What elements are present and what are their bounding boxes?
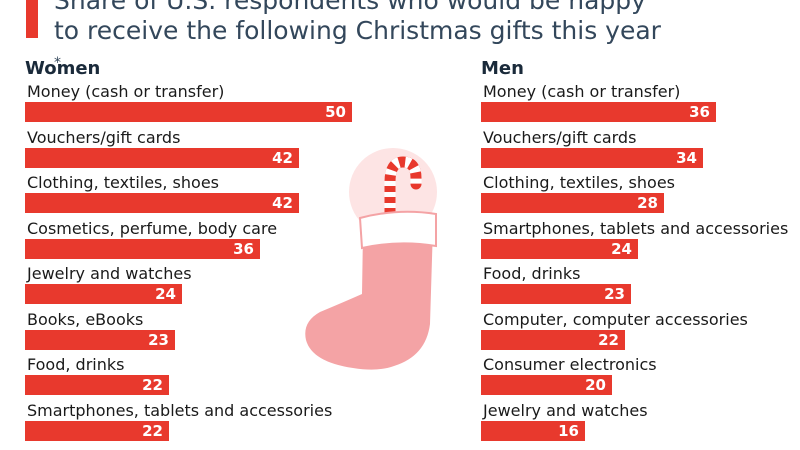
women-category-label: Cosmetics, perfume, body care: [27, 218, 278, 238]
women-bar-value-label: 50: [325, 103, 346, 121]
footnote-asterisk: *: [54, 55, 61, 71]
men-bar-value-label: 23: [604, 285, 625, 303]
women-category-label: Jewelry and watches: [27, 264, 192, 283]
men-bar: 34: [481, 147, 703, 168]
women-bar-item: Vouchers/gift cards 42: [25, 128, 365, 174]
men-bar: 20: [481, 375, 612, 395]
women-bar: 23: [25, 329, 175, 350]
men-bar: 36: [481, 102, 716, 122]
women-bar-list: Money (cash or transfer) 50 Vouchers/gift …: [25, 82, 365, 446]
men-bar-item: Jewelry and watches 16: [481, 401, 791, 447]
title-accent-bar: [26, 0, 38, 38]
candy-cane-icon: [384, 156, 422, 225]
men-category-label: Jewelry and watches: [483, 400, 648, 420]
men-bar-value-label: 16: [558, 421, 579, 440]
men-category-label: Smartphones, tablets and accessories: [483, 218, 789, 238]
women-bar: 24: [25, 284, 182, 304]
men-panel-title: Men: [481, 58, 524, 79]
men-category-label: Consumer electronics: [483, 355, 657, 374]
men-bar-item: Money (cash or transfer) 36: [481, 82, 791, 128]
chart-title-line-2: to receive the following Christmas gifts…: [54, 16, 794, 76]
women-bar-value-label: 23: [148, 330, 169, 349]
men-bar-item: Clothing, textiles, shoes 28: [481, 173, 791, 219]
women-bar-item: Smartphones, tablets and accessories 22: [25, 401, 365, 447]
men-bar: 22: [481, 329, 625, 350]
men-bar-list: Money (cash or transfer) 36 Vouchers/gift …: [481, 82, 791, 446]
women-bar-item: Jewelry and watches 24: [25, 264, 365, 310]
women-category-label: Smartphones, tablets and accessories: [27, 400, 333, 420]
men-bar-item: Computer, computer accessories 22: [481, 310, 791, 356]
stocking-illustration: [305, 148, 437, 370]
women-bar: 22: [25, 420, 169, 441]
women-bar: 36: [25, 238, 260, 259]
women-bar-value-label: 42: [272, 148, 293, 167]
chart-title-line-1: Share of U.S. respondents who would be h…: [54, 0, 646, 15]
men-bar: 24: [481, 238, 638, 259]
women-category-label: Books, eBooks: [27, 309, 144, 329]
women-category-label: Clothing, textiles, shoes: [27, 173, 219, 192]
women-bar-item: Cosmetics, perfume, body care 36: [25, 219, 365, 265]
stocking-icon: [305, 210, 437, 370]
women-category-label: Vouchers/gift cards: [27, 127, 181, 147]
women-bar-item: Clothing, textiles, shoes 42: [25, 173, 365, 219]
women-bar-value-label: 36: [233, 239, 254, 258]
men-bar-value-label: 22: [598, 330, 619, 349]
men-category-label: Computer, computer accessories: [483, 309, 748, 329]
women-bar: 42: [25, 147, 299, 168]
women-panel: Women Money (cash or transfer) 50 Vouchers…: [25, 58, 365, 446]
women-bar: 42: [25, 193, 299, 213]
men-bar-item: Consumer electronics 20: [481, 355, 791, 401]
women-bar-value-label: 22: [142, 421, 163, 440]
women-bar-item: Books, eBooks 23: [25, 310, 365, 356]
men-category-label: Food, drinks: [483, 264, 581, 283]
women-bar-value-label: 42: [272, 194, 293, 212]
men-bar-value-label: 28: [637, 194, 658, 212]
women-category-label: Money (cash or transfer): [27, 82, 225, 101]
men-category-label: Money (cash or transfer): [483, 82, 681, 101]
men-bar-value-label: 20: [585, 376, 606, 394]
women-bar-value-label: 22: [142, 376, 163, 394]
men-category-label: Clothing, textiles, shoes: [483, 173, 675, 192]
men-category-label: Vouchers/gift cards: [483, 127, 637, 147]
women-bar-item: Money (cash or transfer) 50: [25, 82, 365, 128]
men-bar-value-label: 24: [611, 239, 632, 258]
men-bar-value-label: 34: [676, 148, 697, 167]
men-bar-item: Smartphones, tablets and accessories 24: [481, 219, 791, 265]
chart-title-line-2-text: to receive the following Christmas gifts…: [54, 16, 661, 45]
women-bar-value-label: 24: [155, 285, 176, 303]
women-bar-item: Food, drinks 22: [25, 355, 365, 401]
women-bar: 50: [25, 102, 352, 122]
men-bar: 16: [481, 420, 585, 441]
women-panel-title: Women: [25, 58, 101, 79]
men-bar-item: Food, drinks 23: [481, 264, 791, 310]
men-panel: Men Money (cash or transfer) 36 Vouchers/g…: [481, 58, 791, 446]
men-bar-value-label: 36: [689, 103, 710, 121]
women-category-label: Food, drinks: [27, 355, 125, 374]
chart-title: Share of U.S. respondents who would be h…: [54, 0, 794, 76]
women-bar: 22: [25, 375, 169, 395]
men-bar: 23: [481, 284, 631, 304]
men-bar: 28: [481, 193, 664, 213]
men-bar-item: Vouchers/gift cards 34: [481, 128, 791, 174]
